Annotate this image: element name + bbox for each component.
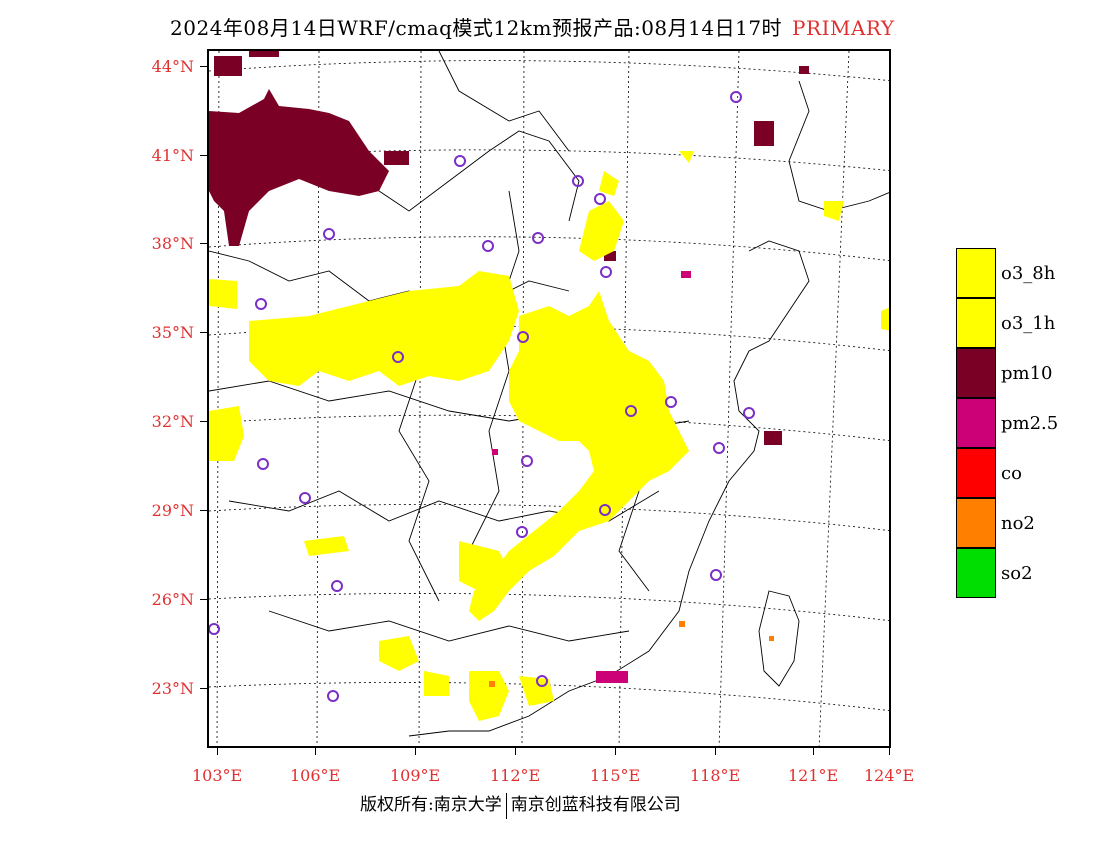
lon-tick [889,748,890,755]
lat-tick [200,155,207,156]
lat-tick [200,66,207,67]
lon-tick [813,748,814,755]
map-canvas [209,51,889,746]
lon-tick [615,748,616,755]
lat-label-38: 38°N [151,234,194,253]
legend-label: o3_8h [1001,263,1056,284]
lat-label-29: 29°N [151,501,194,520]
lat-tick [200,510,207,511]
lat-tick [200,243,207,244]
lat-label-26: 26°N [151,590,194,609]
title-main: 2024年08月14日WRF/cmaq模式12km预报产品:08月14日17时 [170,16,783,40]
lon-tick [415,748,416,755]
copyright-footer: 版权所有:南京大学 南京创蓝科技有限公司 [360,790,681,819]
legend-label: co [1001,463,1022,484]
legend-swatch [956,348,996,398]
lon-label-121: 121°E [788,766,839,785]
legend-swatch [956,298,996,348]
lat-tick [200,599,207,600]
lon-tick [315,748,316,755]
lat-tick [200,688,207,689]
footer-left: 版权所有:南京大学 [360,795,502,815]
lat-label-32: 32°N [151,412,194,431]
map-title: 2024年08月14日WRF/cmaq模式12km预报产品:08月14日17时 P… [170,12,895,41]
lon-label-115: 115°E [590,766,641,785]
lon-tick [715,748,716,755]
lon-tick [217,748,218,755]
lon-label-118: 118°E [690,766,741,785]
legend-swatch [956,498,996,548]
lat-label-41: 41°N [151,146,194,165]
lon-label-112: 112°E [490,766,541,785]
legend-swatch [956,248,996,298]
footer-separator [505,792,507,819]
legend-label: pm2.5 [1001,413,1059,434]
legend-label: o3_1h [1001,313,1056,334]
forecast-map [207,49,891,748]
lon-label-103: 103°E [192,766,243,785]
lat-tick [200,421,207,422]
station-markers [209,91,755,702]
lat-label-23: 23°N [151,679,194,698]
lon-label-106: 106°E [290,766,341,785]
legend-swatch [956,398,996,448]
footer-right: 南京创蓝科技有限公司 [510,795,681,815]
legend-label: no2 [1001,513,1035,534]
co-no2-dots [489,621,774,687]
legend-label: pm10 [1001,363,1053,384]
lat-tick [200,332,207,333]
lat-label-44: 44°N [151,57,194,76]
lon-label-109: 109°E [390,766,441,785]
legend-swatch [956,448,996,498]
pm10-areas [209,51,809,445]
legend-swatch [956,548,996,598]
lon-label-124: 124°E [864,766,915,785]
legend-label: so2 [1001,563,1033,584]
boundaries [209,51,889,737]
title-tag: PRIMARY [792,16,895,40]
pm25-areas [492,271,691,683]
o3-areas [209,151,889,721]
lat-label-35: 35°N [151,323,194,342]
lon-tick [515,748,516,755]
